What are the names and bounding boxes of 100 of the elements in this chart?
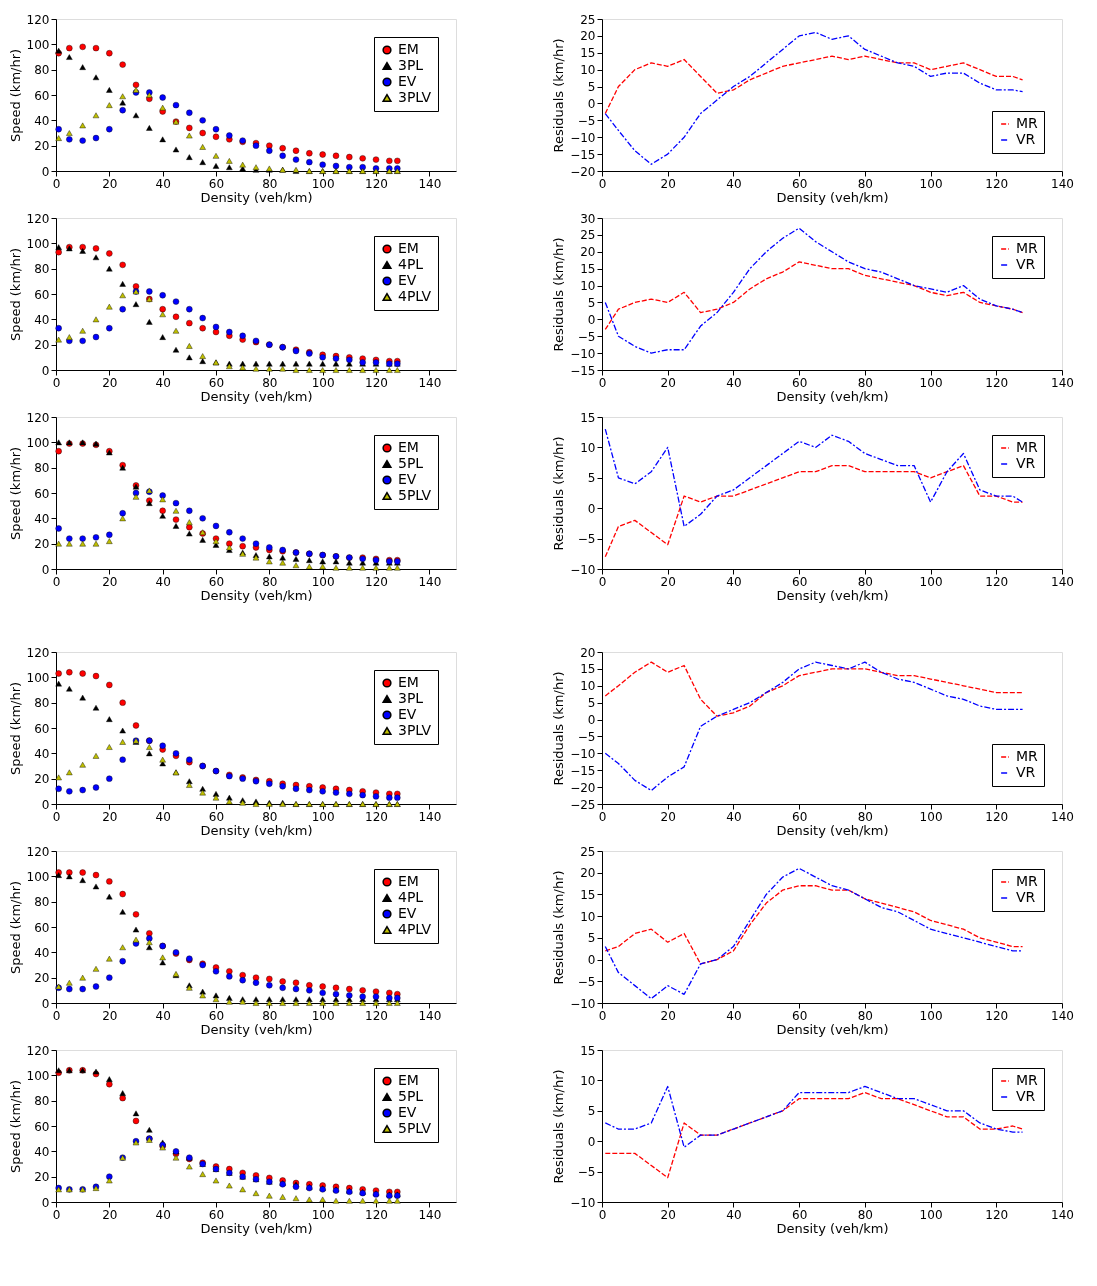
legend-label: 4PLV bbox=[398, 288, 432, 304]
y-tick-label: 0 bbox=[41, 363, 50, 378]
y-tick-label: −10 bbox=[570, 1195, 596, 1210]
y-tick-label: 0 bbox=[41, 996, 50, 1011]
x-tick-label: 80 bbox=[857, 1207, 873, 1222]
x-tick-label: 0 bbox=[52, 176, 61, 191]
x-tick-label: 60 bbox=[208, 375, 225, 390]
x-tick-label: 140 bbox=[1051, 375, 1074, 390]
y-tick-label: 0 bbox=[587, 96, 596, 111]
y-tick-label: 25 bbox=[580, 12, 596, 27]
x-tick-label: 20 bbox=[102, 1207, 118, 1222]
y-axis-title: Speed (km/hr) bbox=[7, 681, 23, 776]
y-tick-label: −5 bbox=[577, 113, 596, 128]
x-axis-title: Density (veh/km) bbox=[776, 388, 889, 404]
x-axis-title: Density (veh/km) bbox=[200, 1021, 313, 1037]
y-tick-label: −10 bbox=[570, 746, 596, 761]
x-tick-label: 80 bbox=[262, 375, 278, 390]
legend-label: 3PL bbox=[398, 57, 424, 73]
x-tick-label: 60 bbox=[792, 574, 808, 589]
x-tick-label: 100 bbox=[311, 375, 335, 390]
x-tick-label: 60 bbox=[208, 574, 225, 589]
x-tick-label: 120 bbox=[985, 375, 1009, 390]
x-tick-label: 100 bbox=[919, 176, 943, 191]
x-tick-label: 100 bbox=[311, 1008, 335, 1023]
x-axis-title: Density (veh/km) bbox=[776, 189, 889, 205]
legend-label: 3PL bbox=[398, 690, 424, 706]
x-tick-label: 40 bbox=[726, 375, 742, 390]
legend-label: EV bbox=[398, 471, 417, 487]
x-tick-label: 100 bbox=[919, 809, 943, 824]
x-tick-label: 60 bbox=[208, 176, 225, 191]
y-tick-label: 40 bbox=[34, 945, 50, 960]
y-tick-label: 40 bbox=[34, 746, 50, 761]
x-tick-label: 0 bbox=[598, 1207, 607, 1222]
x-tick-label: 120 bbox=[365, 176, 388, 191]
x-tick-label: 40 bbox=[155, 1008, 171, 1023]
x-tick-label: 40 bbox=[726, 574, 742, 589]
y-tick-label: 60 bbox=[34, 1119, 50, 1134]
y-tick-label: 60 bbox=[34, 920, 50, 935]
y-tick-label: 0 bbox=[587, 501, 596, 516]
x-tick-label: 140 bbox=[1051, 1008, 1074, 1023]
y-tick-label: −10 bbox=[570, 346, 596, 361]
y-tick-label: 5 bbox=[587, 471, 596, 486]
legend-label: MR bbox=[1016, 115, 1039, 131]
x-tick-label: 20 bbox=[660, 809, 676, 824]
x-axis-title: Density (veh/km) bbox=[200, 1220, 313, 1236]
x-tick-label: 20 bbox=[102, 176, 118, 191]
y-tick-label: 20 bbox=[34, 1170, 50, 1185]
y-tick-label: 15 bbox=[580, 1043, 596, 1058]
y-tick-label: 120 bbox=[26, 12, 50, 27]
y-tick-label: −5 bbox=[577, 729, 596, 744]
x-tick-label: 60 bbox=[792, 375, 808, 390]
x-tick-label: 40 bbox=[155, 176, 171, 191]
y-tick-label: 10 bbox=[580, 279, 596, 294]
y-tick-label: 25 bbox=[580, 844, 596, 859]
legend-label: EM bbox=[398, 240, 419, 256]
y-tick-label: 0 bbox=[41, 1195, 50, 1210]
x-tick-label: 60 bbox=[792, 809, 808, 824]
x-tick-label: 0 bbox=[52, 809, 61, 824]
y-tick-label: 120 bbox=[26, 410, 50, 425]
y-tick-label: 120 bbox=[26, 1043, 50, 1058]
x-axis-title: Density (veh/km) bbox=[776, 822, 889, 838]
x-tick-label: 20 bbox=[660, 1008, 676, 1023]
legend-label: EV bbox=[398, 272, 417, 288]
y-tick-label: 5 bbox=[587, 80, 596, 95]
y-tick-label: 15 bbox=[580, 887, 596, 902]
y-axis-title: Speed (km/hr) bbox=[7, 48, 23, 143]
x-tick-label: 100 bbox=[919, 574, 943, 589]
y-tick-label: −15 bbox=[570, 147, 596, 162]
legend-label: 4PL bbox=[398, 889, 424, 905]
y-tick-label: 20 bbox=[34, 139, 50, 154]
legend-label: 5PL bbox=[398, 1088, 424, 1104]
y-tick-label: −25 bbox=[570, 797, 596, 812]
x-tick-label: 80 bbox=[857, 375, 873, 390]
x-tick-label: 120 bbox=[985, 1008, 1009, 1023]
legend-label: 3PLV bbox=[398, 722, 432, 738]
x-tick-label: 20 bbox=[102, 375, 118, 390]
x-tick-label: 40 bbox=[726, 809, 742, 824]
x-tick-label: 60 bbox=[208, 1207, 225, 1222]
y-tick-label: 100 bbox=[26, 435, 50, 450]
x-tick-label: 120 bbox=[985, 1207, 1009, 1222]
x-tick-label: 20 bbox=[102, 1008, 118, 1023]
x-tick-label: 20 bbox=[660, 375, 676, 390]
x-tick-label: 40 bbox=[726, 1008, 742, 1023]
legend-label: EM bbox=[398, 41, 419, 57]
x-tick-label: 20 bbox=[102, 809, 118, 824]
legend-label: VR bbox=[1016, 256, 1036, 272]
x-tick-label: 80 bbox=[262, 574, 278, 589]
y-tick-label: 10 bbox=[580, 63, 596, 78]
x-tick-label: 80 bbox=[262, 1207, 278, 1222]
y-tick-label: −10 bbox=[570, 130, 596, 145]
y-tick-label: −20 bbox=[570, 780, 596, 795]
y-tick-label: 80 bbox=[34, 696, 50, 711]
legend-label: 5PLV bbox=[398, 1120, 432, 1136]
x-tick-label: 120 bbox=[365, 809, 388, 824]
x-tick-label: 120 bbox=[365, 1207, 388, 1222]
y-tick-label: −5 bbox=[577, 1165, 596, 1180]
y-axis-title: Residuals (km/hr) bbox=[551, 436, 567, 551]
y-tick-label: 5 bbox=[587, 931, 596, 946]
y-tick-label: 100 bbox=[26, 236, 50, 251]
x-tick-label: 140 bbox=[418, 574, 442, 589]
